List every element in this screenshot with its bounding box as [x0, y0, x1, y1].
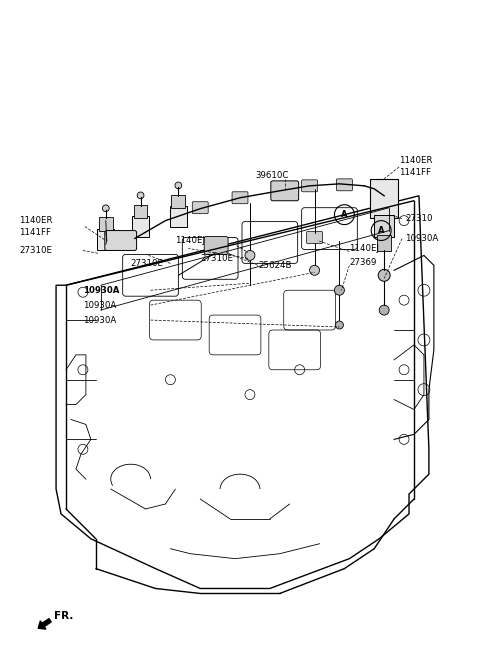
- FancyBboxPatch shape: [132, 216, 149, 237]
- FancyBboxPatch shape: [171, 194, 185, 208]
- Text: 1141FF: 1141FF: [399, 168, 431, 177]
- Text: A: A: [378, 226, 384, 235]
- Circle shape: [102, 205, 109, 212]
- Text: 27310E: 27310E: [131, 259, 164, 268]
- Circle shape: [137, 192, 144, 199]
- FancyBboxPatch shape: [232, 192, 248, 204]
- FancyBboxPatch shape: [301, 180, 318, 192]
- FancyBboxPatch shape: [204, 237, 228, 254]
- FancyBboxPatch shape: [97, 229, 114, 250]
- Text: 1140ER: 1140ER: [19, 216, 53, 225]
- FancyBboxPatch shape: [99, 217, 113, 231]
- FancyBboxPatch shape: [133, 204, 147, 218]
- FancyBboxPatch shape: [370, 179, 398, 217]
- Text: 1140EJ: 1140EJ: [175, 236, 205, 245]
- FancyBboxPatch shape: [377, 235, 391, 252]
- Circle shape: [336, 321, 343, 329]
- FancyBboxPatch shape: [271, 181, 299, 201]
- Text: 27310: 27310: [405, 214, 432, 223]
- Circle shape: [379, 305, 389, 315]
- Circle shape: [175, 182, 182, 189]
- Text: 39610C: 39610C: [255, 171, 288, 181]
- FancyBboxPatch shape: [336, 179, 352, 191]
- FancyBboxPatch shape: [374, 215, 394, 237]
- Text: 10930A: 10930A: [405, 234, 438, 243]
- Text: 10930A: 10930A: [83, 286, 120, 295]
- Text: FR.: FR.: [54, 611, 73, 622]
- Text: 1140EJ: 1140EJ: [349, 244, 379, 253]
- Text: 25624B: 25624B: [258, 261, 291, 270]
- Circle shape: [335, 285, 344, 295]
- Text: A: A: [341, 210, 348, 219]
- Circle shape: [378, 269, 390, 281]
- FancyBboxPatch shape: [192, 202, 208, 214]
- FancyArrow shape: [38, 619, 51, 629]
- Text: 1140ER: 1140ER: [399, 156, 432, 166]
- FancyBboxPatch shape: [105, 231, 137, 250]
- Text: 27369: 27369: [349, 258, 377, 267]
- Circle shape: [310, 265, 320, 275]
- Text: 10930A: 10930A: [83, 301, 116, 309]
- Text: 27310E: 27310E: [19, 246, 52, 255]
- Text: 10930A: 10930A: [83, 315, 116, 325]
- FancyBboxPatch shape: [170, 206, 187, 227]
- Circle shape: [245, 250, 255, 260]
- FancyBboxPatch shape: [307, 231, 323, 244]
- Text: 27310E: 27310E: [200, 254, 233, 263]
- Text: 1141FF: 1141FF: [19, 228, 51, 237]
